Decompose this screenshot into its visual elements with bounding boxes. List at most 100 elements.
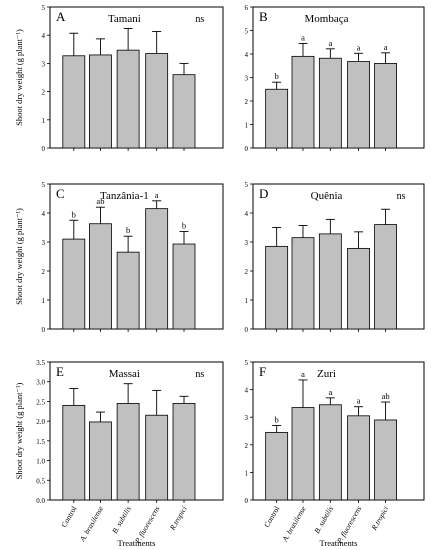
panel-letter: E xyxy=(56,364,64,379)
y-tick-label: 3.0 xyxy=(36,379,45,387)
y-tick-label: 3.5 xyxy=(36,359,45,367)
significance-letter: a xyxy=(357,396,361,406)
y-tick-label: 5 xyxy=(42,4,46,12)
y-tick-label: 0.5 xyxy=(36,477,45,485)
y-tick-label: 2 xyxy=(245,442,249,450)
bar xyxy=(291,55,315,149)
x-tick-label: B. subtilis xyxy=(110,504,133,535)
chart-panel-f: F Zuri 0 1 2 3 4 5 b Control a A. brasilense a B. sub… xyxy=(245,359,425,548)
y-tick-label: 1.5 xyxy=(36,438,45,446)
panel-letter: D xyxy=(259,186,268,201)
bar xyxy=(374,224,397,330)
chart-panel-b: B Mombaça 0 1 2 3 4 5 6 b a a a a xyxy=(245,4,425,153)
y-tick-label: 3 xyxy=(245,75,249,83)
bar xyxy=(62,238,86,330)
bar xyxy=(116,251,140,330)
significance-letter: a xyxy=(301,369,305,379)
significance-label: ns xyxy=(195,369,204,380)
significance-letter: ab xyxy=(382,391,390,401)
y-tick-label: 3 xyxy=(42,60,46,68)
y-tick-label: 1.0 xyxy=(36,458,45,466)
bar xyxy=(265,245,289,330)
bar xyxy=(265,431,289,501)
chart-panel-a: A Tamani ns 0 1 2 3 4 5 Shoot dry weight (g plant… xyxy=(14,4,224,153)
bar xyxy=(291,237,315,330)
y-tick-label: 6 xyxy=(245,4,249,12)
bar xyxy=(347,61,370,149)
y-tick-label: 1 xyxy=(245,122,249,130)
bar xyxy=(62,404,86,501)
y-tick-label: 2.5 xyxy=(36,398,45,406)
panel-letter: A xyxy=(56,9,66,24)
x-tick-label: A. brasilense xyxy=(77,504,105,544)
y-axis-label: Shoot dry weight (g plant⁻¹) xyxy=(14,29,24,126)
y-tick-label: 1 xyxy=(42,117,46,125)
chart-panel-e: E Massai ns 0.0 0.5 1.0 1.5 2.0 2.5 3.0 3.5 Control… xyxy=(14,359,224,548)
bar xyxy=(172,243,196,330)
y-tick-label: 3 xyxy=(42,239,46,247)
x-tick-label: Control xyxy=(262,505,281,529)
panel-title: Quênia xyxy=(311,190,343,202)
y-tick-label: 0 xyxy=(245,497,249,505)
significance-letter: a xyxy=(328,387,332,397)
y-tick-label: 2 xyxy=(245,268,249,276)
significance-letter: a xyxy=(155,190,159,200)
x-tick-label: B. subtilis xyxy=(312,504,335,535)
y-tick-label: 4 xyxy=(42,210,46,218)
y-tick-label: 5 xyxy=(245,181,249,189)
y-tick-label: 0 xyxy=(245,145,249,153)
y-tick-label: 5 xyxy=(42,181,46,189)
x-tick-label: R.tropici xyxy=(167,505,188,533)
y-tick-label: 2.0 xyxy=(36,418,45,426)
y-tick-label: 4 xyxy=(245,51,249,59)
bar xyxy=(318,57,342,149)
y-tick-label: 3 xyxy=(245,239,249,247)
y-tick-label: 0.0 xyxy=(36,497,45,505)
bar xyxy=(89,54,112,149)
significance-letter: b xyxy=(275,71,279,81)
bar xyxy=(145,53,169,149)
significance-letter: b xyxy=(72,209,76,219)
y-tick-label: 1 xyxy=(42,297,46,305)
significance-label: ns xyxy=(195,14,204,25)
bar xyxy=(116,402,140,501)
significance-letter: b xyxy=(182,221,186,231)
panel-letter: F xyxy=(259,364,266,379)
panel-letter: C xyxy=(56,186,65,201)
y-tick-label: 5 xyxy=(245,359,249,367)
y-axis-label: Shoot dry weight (g plant⁻¹) xyxy=(14,382,24,479)
significance-letter: a xyxy=(357,42,361,52)
significance-letter: a xyxy=(328,38,332,48)
y-tick-label: 3 xyxy=(245,414,249,422)
y-tick-label: 0 xyxy=(42,326,46,334)
panel-title: Mombaça xyxy=(305,13,349,25)
y-tick-label: 4 xyxy=(42,32,46,40)
y-axis-label: Shoot dry weight (g plant⁻¹) xyxy=(14,208,24,305)
chart-panel-d: D Quênia ns 0 1 2 3 4 5 xyxy=(245,181,425,334)
panel-title: Tamani xyxy=(108,13,141,25)
y-tick-label: 0 xyxy=(42,145,46,153)
panel-title: Massai xyxy=(109,368,140,380)
x-tick-label: A. brasilense xyxy=(280,504,308,544)
y-tick-label: 2 xyxy=(245,98,249,106)
bar xyxy=(172,402,196,501)
panel-title: Tanzânia-1 xyxy=(100,190,149,202)
significance-letter: b xyxy=(126,225,130,235)
significance-letter: a xyxy=(384,42,388,52)
bar xyxy=(291,407,315,501)
y-tick-label: 2 xyxy=(42,89,46,97)
y-tick-label: 0 xyxy=(245,326,249,334)
bar xyxy=(172,74,196,149)
bar xyxy=(265,88,289,149)
x-tick-label: R.tropici xyxy=(369,505,390,533)
x-axis-label: Treatments xyxy=(320,538,358,548)
bar xyxy=(347,247,370,330)
bar xyxy=(318,404,342,501)
y-tick-label: 2 xyxy=(42,268,46,276)
panel-letter: B xyxy=(259,9,268,24)
y-tick-label: 4 xyxy=(245,387,249,395)
x-axis-label: Treatments xyxy=(118,538,156,548)
bar xyxy=(116,49,140,149)
